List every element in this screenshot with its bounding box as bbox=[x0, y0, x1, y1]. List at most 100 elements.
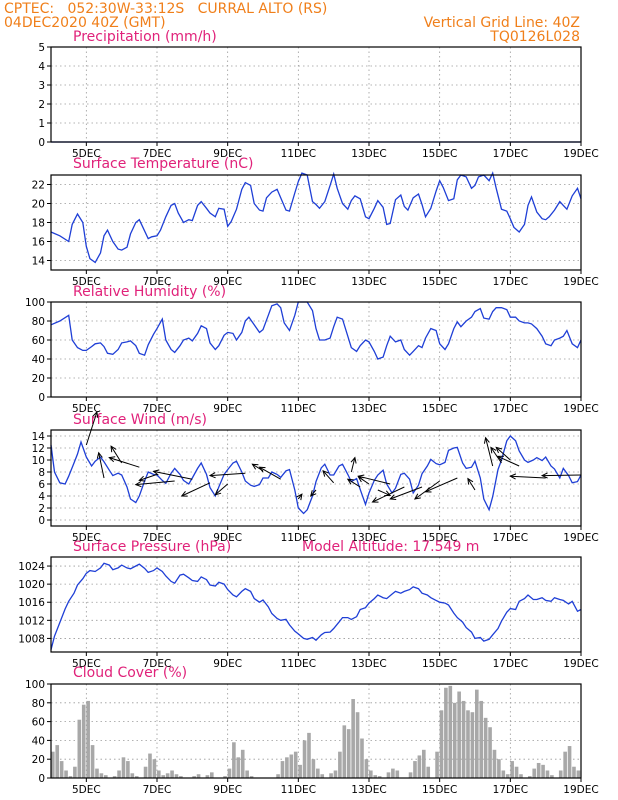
cloud-cover-bar bbox=[466, 710, 470, 778]
cloud-cover-bar bbox=[81, 704, 86, 778]
precip-xtick-label: 11DEC bbox=[281, 148, 316, 160]
wind-arrow-shaft bbox=[322, 470, 335, 484]
pressure-ytick-label: 1016 bbox=[18, 597, 45, 609]
cloud-cover-bar bbox=[329, 773, 333, 778]
precip-xtick-label: 17DEC bbox=[493, 148, 528, 160]
wind-arrow-head bbox=[424, 486, 432, 493]
wind-arrow-head bbox=[371, 496, 379, 503]
cloud-cover-bar bbox=[245, 770, 249, 778]
cloud-cover-bar bbox=[316, 768, 320, 778]
wind-ytick-label: 14 bbox=[32, 431, 46, 443]
temp-xtick-label: 9DEC bbox=[213, 276, 242, 288]
cloud-cover-bar bbox=[550, 775, 554, 778]
wind-arrow-head bbox=[389, 494, 397, 500]
cloud-cover-bar bbox=[289, 754, 294, 778]
wind-arrow-head bbox=[357, 474, 365, 481]
cloud-cover-bar bbox=[395, 770, 400, 778]
cloud-cover-bar bbox=[563, 751, 567, 778]
wind-arrow-head bbox=[180, 490, 188, 497]
wind-plot-frame bbox=[50, 429, 582, 527]
wind-ytick-label: 0 bbox=[38, 515, 45, 527]
cloud-cover-bar bbox=[475, 689, 479, 778]
precip-xtick-label: 13DEC bbox=[351, 148, 386, 160]
wind-xtick-label: 17DEC bbox=[493, 532, 528, 544]
cloud-cover-bar bbox=[452, 702, 457, 778]
wind-xtick-label: 13DEC bbox=[351, 532, 386, 544]
temp-xtick-label: 17DEC bbox=[493, 276, 528, 288]
header-grid-line: Vertical Grid Line: 40Z bbox=[424, 15, 580, 31]
cloud-cover-bar bbox=[236, 757, 241, 778]
wind-arrow-shaft bbox=[490, 447, 502, 464]
wind-arrow-shaft bbox=[350, 457, 356, 473]
wind-arrow-shaft bbox=[110, 445, 123, 464]
cloud-cover-bar bbox=[112, 776, 117, 778]
pressure-title: Surface Pressure (hPa) bbox=[73, 539, 231, 555]
wind-arrow-head bbox=[134, 481, 142, 488]
cloud-cover-bar bbox=[488, 727, 492, 778]
wind-arrow-head bbox=[322, 469, 329, 477]
cloud-cover-bar bbox=[320, 774, 325, 778]
wind-arrow-shaft bbox=[85, 411, 98, 446]
cloud-cover-bar bbox=[59, 761, 64, 778]
cloud-cover-bar bbox=[134, 776, 139, 778]
cloud-cover-bar bbox=[448, 685, 453, 778]
cloud-cover-bar bbox=[298, 764, 302, 778]
cloud-cover-bar bbox=[280, 761, 285, 778]
cloud-cover-bar bbox=[338, 751, 342, 778]
temp-xtick-label: 19DEC bbox=[563, 276, 598, 288]
cloud-cover-bar bbox=[417, 755, 422, 778]
wind-arrow-shaft bbox=[109, 457, 140, 468]
precip-xtick-label: 5DEC bbox=[72, 148, 101, 160]
cloud-cover-bar bbox=[373, 775, 378, 778]
cloud-cover-bar bbox=[174, 774, 179, 778]
precip-xtick-label: 9DEC bbox=[213, 148, 242, 160]
wind-arrow-shaft bbox=[139, 473, 158, 481]
cloud-cover-bar bbox=[355, 712, 360, 778]
cloud-ytick-label: 40 bbox=[32, 735, 45, 747]
rh-xtick-label: 7DEC bbox=[143, 403, 172, 415]
rh-ytick-label: 80 bbox=[32, 316, 45, 328]
wind-arrow-head bbox=[214, 489, 222, 496]
temp-ytick-label: 14 bbox=[32, 256, 46, 268]
cloud-cover-bar bbox=[90, 745, 95, 778]
cloud-cover-bar bbox=[170, 770, 174, 778]
pressure-xtick-label: 19DEC bbox=[563, 658, 598, 670]
wind-ytick-label: 6 bbox=[38, 479, 45, 491]
cloud-ytick-label: 20 bbox=[32, 754, 45, 766]
wind-arrow-head bbox=[108, 456, 116, 463]
cloud-cover-bar bbox=[360, 738, 364, 778]
wind-arrow-head bbox=[110, 445, 117, 453]
cloud-cover-bar bbox=[435, 751, 439, 778]
wind-xtick-label: 19DEC bbox=[563, 532, 598, 544]
wind-arrow-shaft bbox=[181, 482, 211, 497]
rh-ytick-label: 40 bbox=[32, 354, 45, 366]
cloud-cover-bar bbox=[413, 761, 417, 778]
cloud-cover-bar bbox=[501, 770, 506, 778]
wind-xtick-label: 7DEC bbox=[143, 532, 172, 544]
humidity-title: Relative Humidity (%) bbox=[73, 284, 226, 300]
wind-xtick-label: 11DEC bbox=[281, 532, 316, 544]
cloud-cover-bar bbox=[572, 766, 576, 778]
wind-arrow-shaft bbox=[98, 452, 105, 479]
wind-arrow-head bbox=[467, 477, 474, 485]
rh-xtick-label: 9DEC bbox=[213, 403, 242, 415]
wind-arrow-head bbox=[350, 456, 357, 464]
wind-arrow-shaft bbox=[372, 486, 405, 503]
precipitation-title: Precipitation (mm/h) bbox=[73, 29, 217, 45]
wind-series-line bbox=[50, 435, 582, 515]
wind-arrow-shaft bbox=[510, 475, 546, 479]
cloud-cover-bar bbox=[68, 776, 73, 778]
cloud-xtick-label: 13DEC bbox=[351, 784, 386, 796]
cloud-cover-bar bbox=[541, 764, 545, 778]
cloud-xtick-label: 15DEC bbox=[422, 784, 457, 796]
cloud-cover-bar bbox=[377, 776, 382, 778]
cloud-cover-bar bbox=[369, 770, 373, 778]
precip-ytick-label: 5 bbox=[38, 42, 45, 54]
cloud-xtick-label: 7DEC bbox=[143, 784, 172, 796]
precip-ytick-label: 1 bbox=[38, 118, 45, 130]
wind-ytick-label: 2 bbox=[38, 503, 45, 515]
rh-plot-frame bbox=[50, 301, 582, 398]
cloud-cover-bar bbox=[285, 757, 289, 778]
temp-xtick-label: 13DEC bbox=[351, 276, 386, 288]
